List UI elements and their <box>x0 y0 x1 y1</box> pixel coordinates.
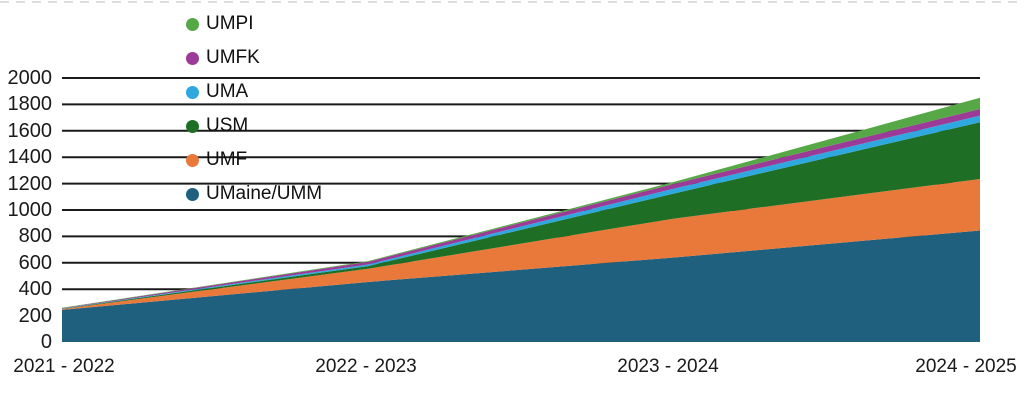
legend-label-umfk: UMFK <box>206 47 260 68</box>
legend-swatch-umfk-icon <box>186 51 199 65</box>
legend-swatch-umaine-umm-icon <box>186 187 199 201</box>
y-axis-tick-label-1200: 1200 <box>7 172 53 195</box>
legend-swatch-umf-icon <box>186 153 199 167</box>
legend-item-umfk: UMFK <box>186 45 322 71</box>
y-axis-tick-label-2000: 2000 <box>7 67 53 89</box>
area-series-group <box>62 97 980 342</box>
legend-swatch-uma-icon <box>186 85 199 99</box>
y-axis-tick-label-1000: 1000 <box>7 199 53 221</box>
y-axis-tick-label-600: 600 <box>18 251 52 274</box>
y-axis-tick-label-400: 400 <box>18 278 52 301</box>
legend-item-umaine-umm: UMaine/UMM <box>186 181 322 207</box>
y-axis-tick-label-1800: 1800 <box>7 93 53 116</box>
x-axis-tick-label-2022-2023: 2022 - 2023 <box>315 356 417 377</box>
area-series-umf <box>62 178 980 310</box>
legend-label-uma: UMA <box>206 81 249 102</box>
legend-label-umpi: UMPI <box>206 13 254 34</box>
legend-swatch-umpi-icon <box>186 17 199 31</box>
legend-label-umf: UMF <box>206 149 248 170</box>
legend-item-uma: UMA <box>186 79 322 105</box>
legend-item-umf: UMF <box>186 147 322 173</box>
y-axis-tick-label-1600: 1600 <box>7 119 53 142</box>
legend: UMPI UMFK UMA USM UMF UMaine/UMM <box>186 11 322 215</box>
legend-item-usm: USM <box>186 113 322 139</box>
top-dashed-border <box>0 1 1024 3</box>
area-series-umaine-umm <box>62 230 980 342</box>
x-axis-tick-label-2021-2022: 2021 - 2022 <box>13 356 115 377</box>
legend-label-umaine-umm: UMaine/UMM <box>206 183 323 204</box>
legend-label-usm: USM <box>206 115 249 136</box>
y-axis-tick-label-800: 800 <box>18 225 52 248</box>
x-axis-tick-label-2024-2025: 2024 - 2025 <box>915 356 1017 377</box>
legend-swatch-usm-icon <box>186 119 199 133</box>
legend-item-umpi: UMPI <box>186 11 322 37</box>
x-axis-tick-label-2023-2024: 2023 - 2024 <box>617 356 719 377</box>
y-axis-tick-label-200: 200 <box>18 304 52 327</box>
y-axis-tick-label-0: 0 <box>40 331 52 353</box>
y-axis-tick-label-1400: 1400 <box>7 146 53 169</box>
